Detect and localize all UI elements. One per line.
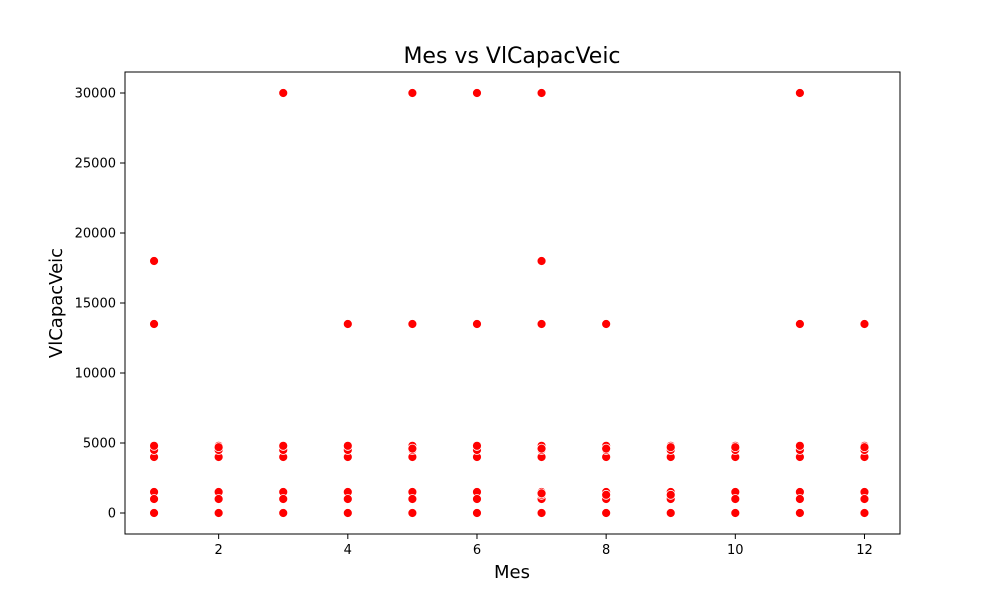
scatter-point xyxy=(536,319,547,329)
scatter-point xyxy=(536,443,547,454)
scatter-point xyxy=(342,319,353,329)
x-axis-label: Mes xyxy=(494,562,530,583)
scatter-point xyxy=(278,508,289,518)
scatter-point xyxy=(213,442,224,453)
scatter-point xyxy=(149,319,159,329)
x-tick-label: 10 xyxy=(727,543,744,558)
scatter-point xyxy=(149,494,159,504)
scatter-point xyxy=(472,508,482,518)
x-tick-label: 8 xyxy=(602,543,610,558)
x-tick-label: 2 xyxy=(215,543,223,558)
x-tick-label: 6 xyxy=(473,543,481,558)
scatter-point xyxy=(407,443,418,454)
x-axis-ticks: 2 4 6 8 10 12 xyxy=(215,534,873,558)
scatter-point xyxy=(794,88,805,98)
scatter-point xyxy=(472,319,482,329)
scatter-point xyxy=(536,256,547,266)
scatter-point xyxy=(213,508,224,518)
scatter-point xyxy=(342,440,353,451)
scatter-point xyxy=(794,440,805,451)
scatter-point xyxy=(213,494,224,504)
y-tick-label: 0 xyxy=(108,507,116,522)
scatter-point xyxy=(342,494,353,504)
scatter-point xyxy=(342,508,353,518)
y-tick-label: 5000 xyxy=(83,437,116,452)
x-tick-label: 4 xyxy=(344,543,352,558)
scatter-point xyxy=(730,508,741,518)
y-axis-ticks: 0 5000 10000 15000 20000 25000 30000 xyxy=(75,87,125,522)
scatter-point xyxy=(407,494,418,504)
scatter-point xyxy=(536,508,547,518)
y-tick-label: 15000 xyxy=(75,297,116,312)
scatter-point xyxy=(278,88,289,98)
y-tick-label: 25000 xyxy=(75,157,116,172)
scatter-point xyxy=(794,494,805,504)
scatter-point xyxy=(601,443,612,454)
scatter-point xyxy=(149,508,159,518)
scatter-point xyxy=(730,442,741,453)
scatter-point xyxy=(859,319,870,329)
scatter-point xyxy=(665,442,676,453)
scatter-point xyxy=(407,508,418,518)
y-tick-label: 10000 xyxy=(75,367,116,382)
scatter-point xyxy=(407,88,418,98)
scatter-point xyxy=(278,494,289,504)
scatter-point xyxy=(601,319,612,329)
scatter-point xyxy=(665,489,676,500)
scatter-point xyxy=(859,442,870,453)
points-layer xyxy=(149,88,870,518)
scatter-point xyxy=(278,440,289,451)
scatter-point xyxy=(794,508,805,518)
scatter-point xyxy=(149,440,159,451)
scatter-point xyxy=(859,494,870,504)
scatter-point xyxy=(536,488,547,499)
chart-title: Mes vs VlCapacVeic xyxy=(403,44,620,69)
y-tick-label: 30000 xyxy=(75,87,116,102)
scatter-point xyxy=(859,508,870,518)
y-tick-label: 20000 xyxy=(75,227,116,242)
scatter-point xyxy=(149,256,159,266)
scatter-point xyxy=(601,489,612,500)
scatter-point xyxy=(601,508,612,518)
scatter-point xyxy=(730,494,741,504)
scatter-point xyxy=(407,319,418,329)
scatter-point xyxy=(536,88,547,98)
scatter-point xyxy=(472,494,482,504)
scatter-point xyxy=(472,88,482,98)
scatter-point xyxy=(794,319,805,329)
scatter-point xyxy=(665,508,676,518)
scatter-point xyxy=(472,440,482,451)
y-axis-label: VlCapacVeic xyxy=(46,248,67,358)
x-tick-label: 12 xyxy=(856,543,873,558)
